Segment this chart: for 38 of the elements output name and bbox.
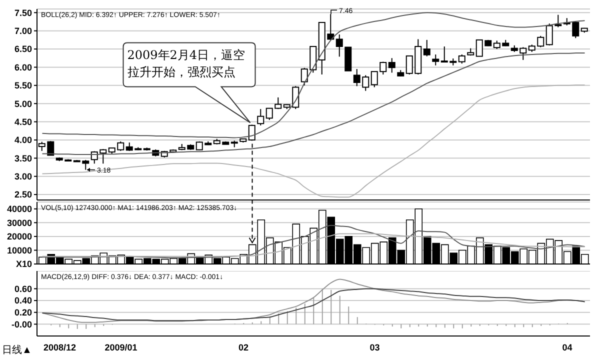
x-tick-label: 04 [562,342,572,352]
x-tick-label: 2008/12 [43,342,76,352]
y-tick-label: 5.00 [14,98,32,109]
y-tick-label: 30000 [6,218,32,228]
line-series [42,224,586,258]
y-tick-label: 6.00 [14,62,32,72]
y-tick-label: 10000 [6,245,32,256]
line-series [42,288,586,322]
y-tick-label: 20000 [6,232,32,242]
y-tick-label: 7.50 [14,8,32,18]
x-tick-label: 03 [370,342,380,352]
y-tick-label: 4.00 [14,135,32,146]
x-tick-label: 2009/01 [104,342,138,352]
y-tick-label: 2.50 [14,190,32,200]
candlestick [257,108,264,126]
text: 日线▲ [2,344,32,356]
y-tick-label: 3.00 [14,172,32,182]
line-series [42,84,586,198]
y-tick-label: 5.50 [14,80,32,91]
y-tick-label: 0.40 [14,296,32,306]
candlestick [423,39,430,57]
line-series [42,12,586,138]
y-tick-label: 0.60 [14,284,32,294]
annotation: 2009年2月4日，逼空拉升开始，强烈买点 [127,46,246,81]
candlestick [248,124,256,142]
y-tick-label: -0.00 [11,319,32,330]
y-tick-label: X10 [16,259,32,270]
y-tick-label: 7.00 [14,26,32,36]
x-tick-label: 02 [238,342,249,352]
candlestick [432,54,440,66]
y-tick-label: 0.20 [14,308,32,318]
y-tick-label: 3.50 [14,153,32,164]
y-tick-label: 6.50 [14,44,32,54]
candlestick [388,58,396,74]
y-tick-label: 40000 [6,204,32,214]
line-series [42,233,586,257]
y-tick-label: 4.50 [14,116,32,127]
candlestick [458,54,466,64]
